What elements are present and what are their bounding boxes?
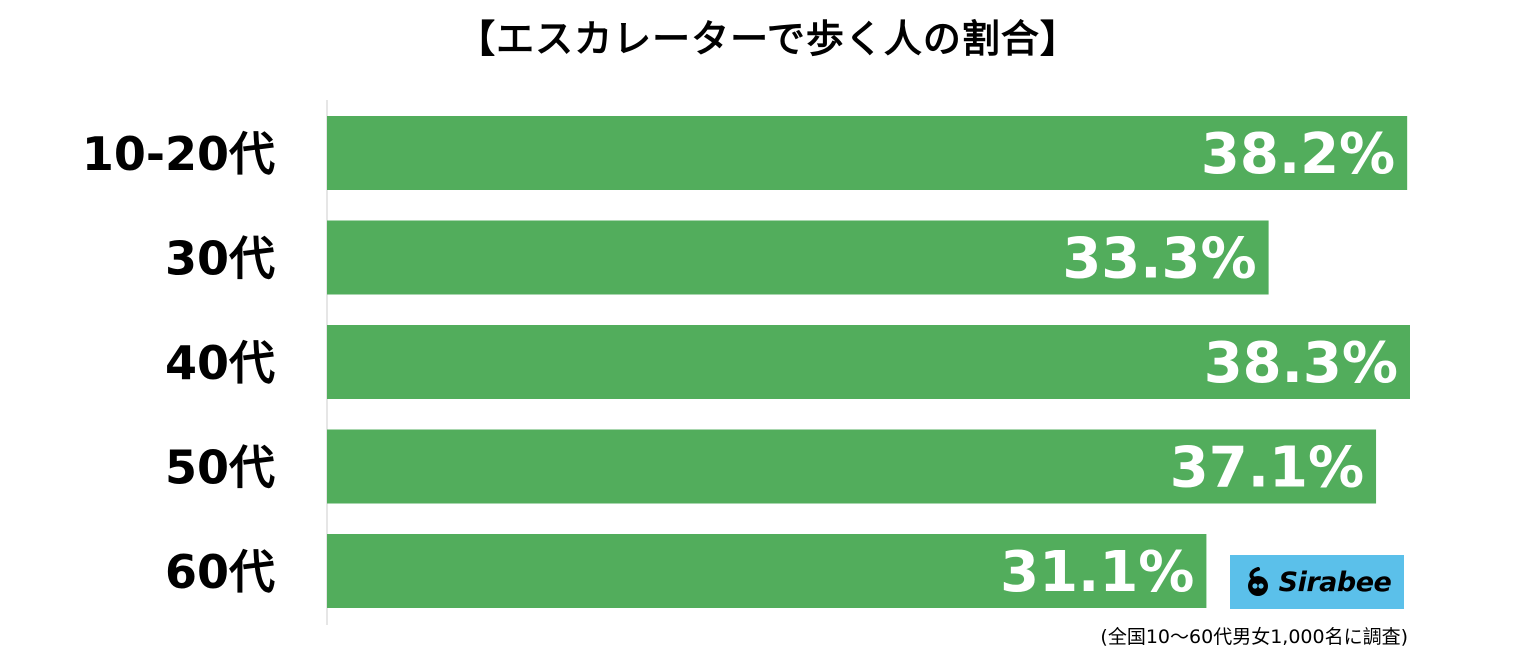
bar	[327, 429, 1377, 504]
value-label: 33.3%	[1062, 227, 1256, 292]
category-label: 10-20代	[82, 127, 275, 181]
chart-title: 【エスカレーターで歩く人の割合】	[457, 17, 1079, 61]
bar	[327, 534, 1207, 608]
category-label: 50代	[165, 441, 275, 495]
category-label: 40代	[165, 336, 275, 390]
value-label: 31.1%	[1000, 540, 1194, 605]
bar	[327, 220, 1269, 295]
survey-note: (全国10〜60代男女1,000名に調査)	[1100, 626, 1408, 648]
bar	[327, 116, 1408, 190]
sirabee-logo-icon	[1247, 567, 1268, 596]
bar	[327, 325, 1410, 399]
value-label: 38.2%	[1201, 122, 1395, 187]
category-label: 30代	[165, 232, 275, 286]
sirabee-logo: Sirabee	[1230, 555, 1404, 609]
value-label: 37.1%	[1170, 436, 1364, 501]
category-label: 60代	[165, 545, 275, 599]
logo-text: Sirabee	[1278, 566, 1392, 598]
value-label: 38.3%	[1204, 331, 1398, 396]
